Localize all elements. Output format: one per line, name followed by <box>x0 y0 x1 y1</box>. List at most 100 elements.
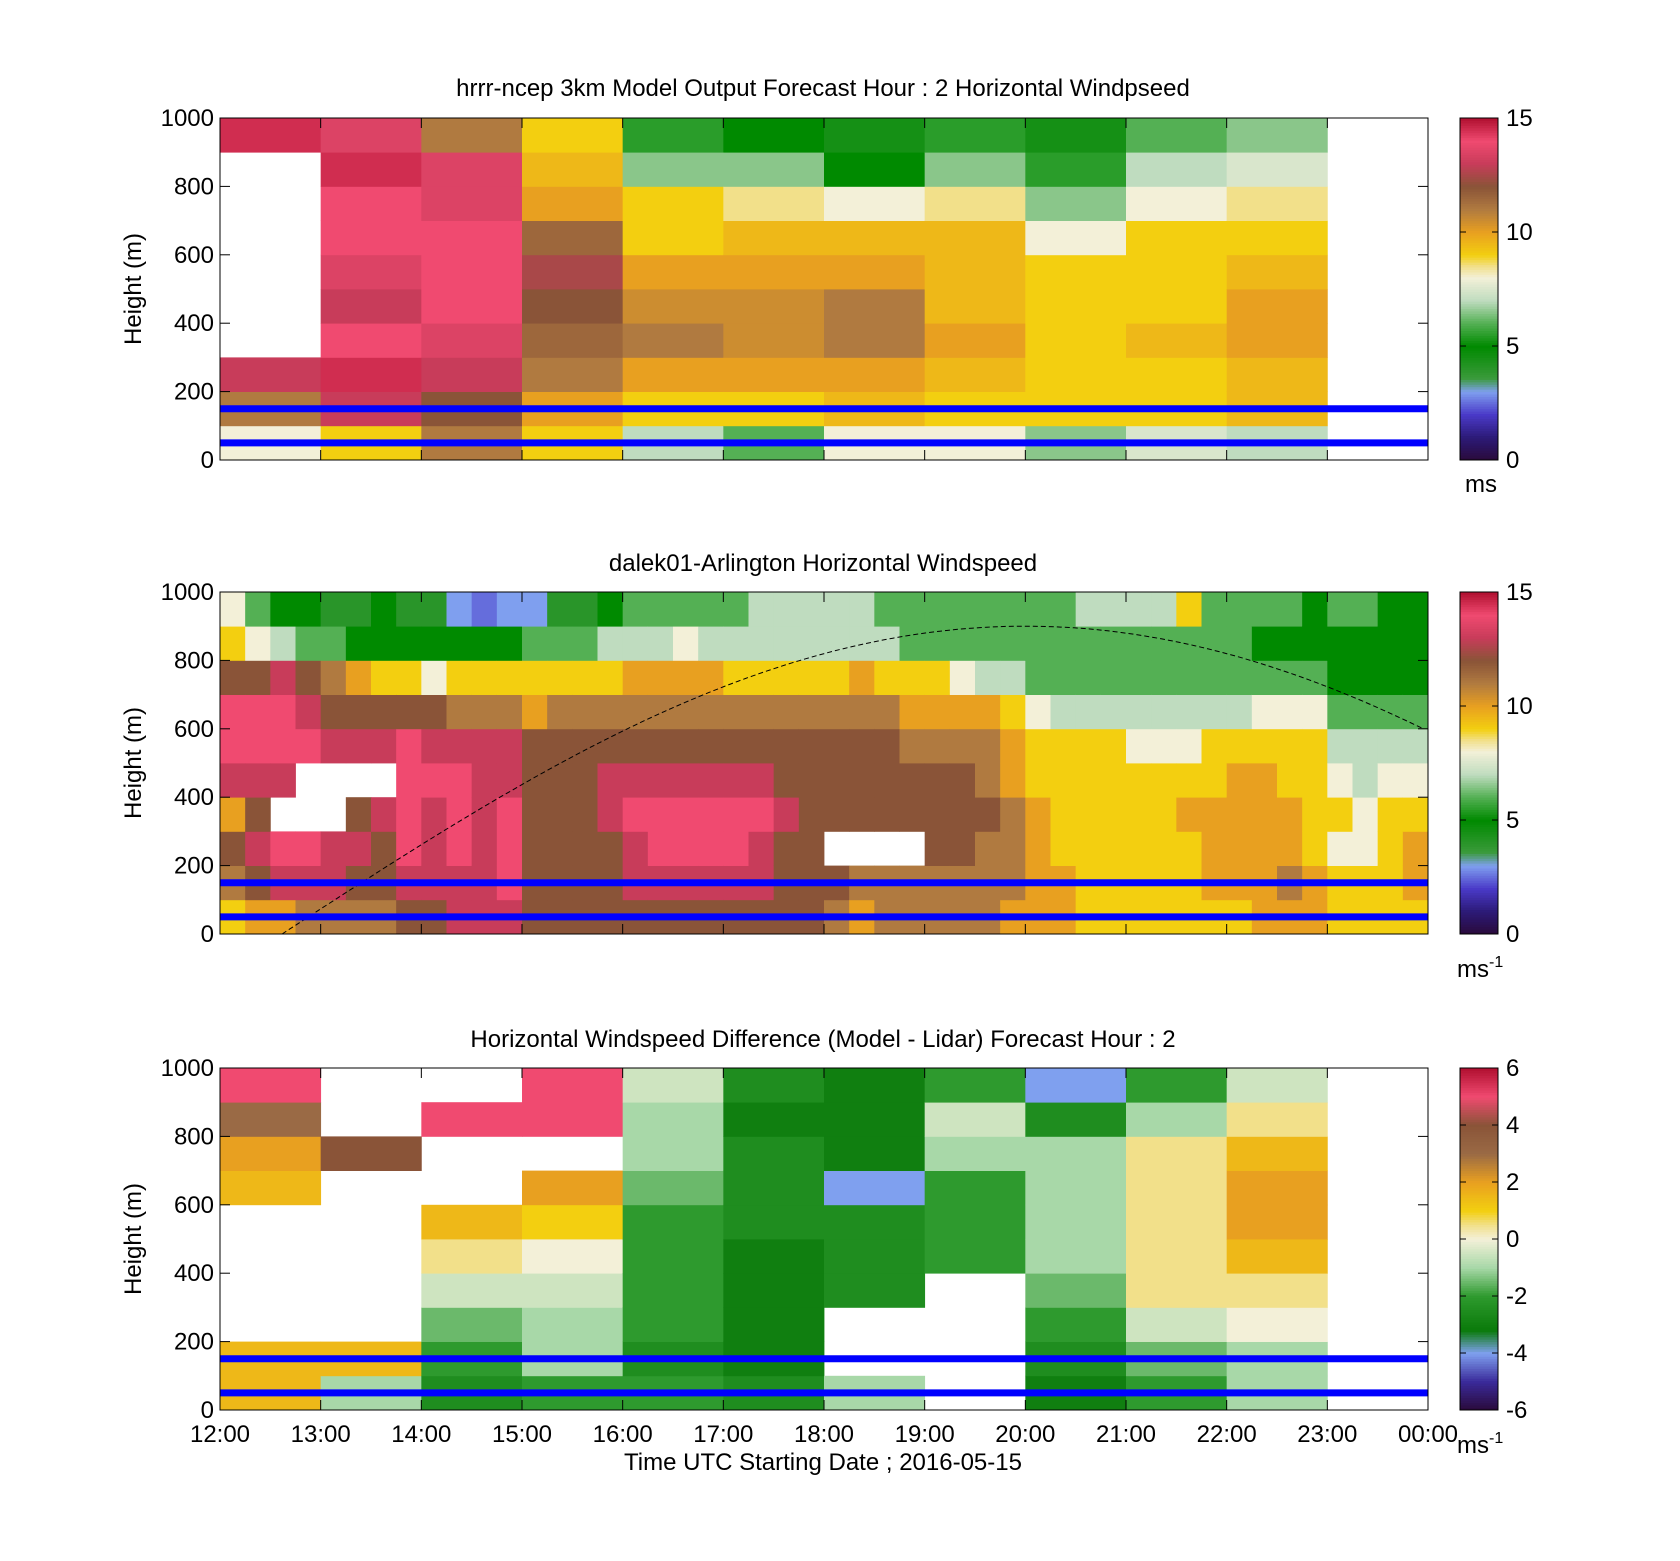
heatmap-cell <box>345 626 372 661</box>
heatmap-cell <box>396 831 422 866</box>
heatmap-cell <box>723 1170 825 1206</box>
heatmap-cell <box>824 694 850 730</box>
heatmap-cell <box>1126 831 1152 866</box>
heatmap-cell <box>1025 1307 1127 1342</box>
heatmap-cell <box>295 626 322 661</box>
heatmap-cell <box>446 763 473 798</box>
heatmap-cell <box>1050 660 1077 695</box>
heatmap-cell <box>874 694 900 730</box>
heatmap-cell <box>1201 763 1228 798</box>
heatmap-cell <box>320 831 347 866</box>
heatmap-cell <box>1277 660 1303 695</box>
heatmap-cell <box>975 626 1001 661</box>
heatmap-cell <box>1075 763 1102 798</box>
heatmap-cell <box>245 694 271 730</box>
heatmap-cell <box>522 797 548 832</box>
heatmap-cell <box>371 694 397 730</box>
heatmap-cell <box>522 254 624 290</box>
heatmap-cell <box>723 797 749 832</box>
heatmap-cell <box>1126 1239 1228 1274</box>
heatmap-cell <box>245 797 271 832</box>
heatmap-cell <box>622 763 649 798</box>
heatmap-cell <box>698 763 724 798</box>
heatmap-cell <box>748 763 775 798</box>
heatmap-cell <box>270 626 296 661</box>
heatmap-cell <box>1126 694 1152 730</box>
heatmap-cell <box>446 831 473 866</box>
heatmap-cell <box>1226 1170 1328 1206</box>
heatmap-cell <box>1100 660 1127 695</box>
heatmap-cell <box>1126 728 1152 764</box>
heatmap-cell <box>798 728 825 764</box>
heatmap-cell <box>698 592 724 627</box>
heatmap-cell <box>572 797 598 832</box>
heatmap-cell <box>1402 660 1429 695</box>
heatmap-cell <box>798 763 825 798</box>
heatmap-cell <box>723 694 749 730</box>
heatmap-cell <box>1226 728 1253 764</box>
y-tick-label: 1000 <box>161 579 214 606</box>
heatmap-cell <box>270 694 296 730</box>
heatmap-cell <box>1075 626 1102 661</box>
heatmap-cell <box>1126 289 1228 324</box>
heatmap-cell <box>320 254 422 290</box>
heatmap-cell <box>522 1204 624 1240</box>
heatmap-cell <box>1352 694 1379 730</box>
heatmap-cell <box>824 728 850 764</box>
heatmap-cell <box>1402 626 1429 661</box>
heatmap-cell <box>220 357 322 392</box>
heatmap-cell <box>396 694 422 730</box>
heatmap-cell <box>899 694 926 730</box>
heatmap-cell <box>496 831 523 866</box>
heatmap-cell <box>975 694 1001 730</box>
heatmap-cell <box>496 694 523 730</box>
heatmap-cell <box>723 1204 825 1240</box>
heatmap-cell <box>622 626 649 661</box>
heatmap-cell <box>1100 763 1127 798</box>
heatmap-cell <box>924 220 1026 256</box>
heatmap-cell <box>723 186 825 221</box>
heatmap-cell <box>421 152 523 187</box>
heatmap-cell <box>723 763 749 798</box>
heatmap-cell <box>622 1204 724 1240</box>
heatmap-cell <box>647 763 674 798</box>
heatmap-cell <box>673 763 699 798</box>
heatmap-cell <box>824 357 926 392</box>
heatmap-cell <box>1176 660 1202 695</box>
y-tick-label: 600 <box>174 242 214 269</box>
heatmap-cell <box>1201 831 1228 866</box>
heatmap-cell <box>421 694 447 730</box>
heatmap-cell <box>245 660 271 695</box>
colorbar-tick-label: 10 <box>1506 693 1533 720</box>
heatmap-cell <box>622 220 724 256</box>
heatmap-cell <box>496 763 523 798</box>
heatmap-cell <box>824 186 926 221</box>
heatmap-cell <box>1226 592 1253 627</box>
heatmap-cell <box>1050 797 1077 832</box>
heatmap-cell <box>1075 831 1102 866</box>
heatmap-cell <box>1100 831 1127 866</box>
heatmap-cell <box>622 254 724 290</box>
heatmap-cell <box>1075 694 1102 730</box>
x-tick-label: 18:00 <box>794 1421 854 1448</box>
heatmap-cell <box>220 797 246 832</box>
heatmap-cell <box>949 728 976 764</box>
heatmap-cell <box>1277 592 1303 627</box>
heatmap-cell <box>320 118 422 153</box>
x-tick-label: 19:00 <box>895 1421 955 1448</box>
heatmap-cell <box>924 1170 1026 1206</box>
y-tick-label: 600 <box>174 716 214 743</box>
heatmap-cell <box>622 152 724 187</box>
heatmap-cell <box>1352 797 1379 832</box>
colorbar-tick-label: 10 <box>1506 219 1533 246</box>
heatmap-cell <box>1151 797 1177 832</box>
x-axis-label: Time UTC Starting Date ; 2016-05-15 <box>624 1449 1022 1476</box>
heatmap-cell <box>622 1239 724 1274</box>
heatmap-cell <box>547 728 573 764</box>
x-tick-label: 12:00 <box>190 1421 250 1448</box>
x-tick-label: 15:00 <box>492 1421 552 1448</box>
x-tick-label: 21:00 <box>1096 1421 1156 1448</box>
heatmap-cell <box>421 254 523 290</box>
heatmap-cell <box>723 1068 825 1103</box>
heatmap-cell <box>496 592 523 627</box>
